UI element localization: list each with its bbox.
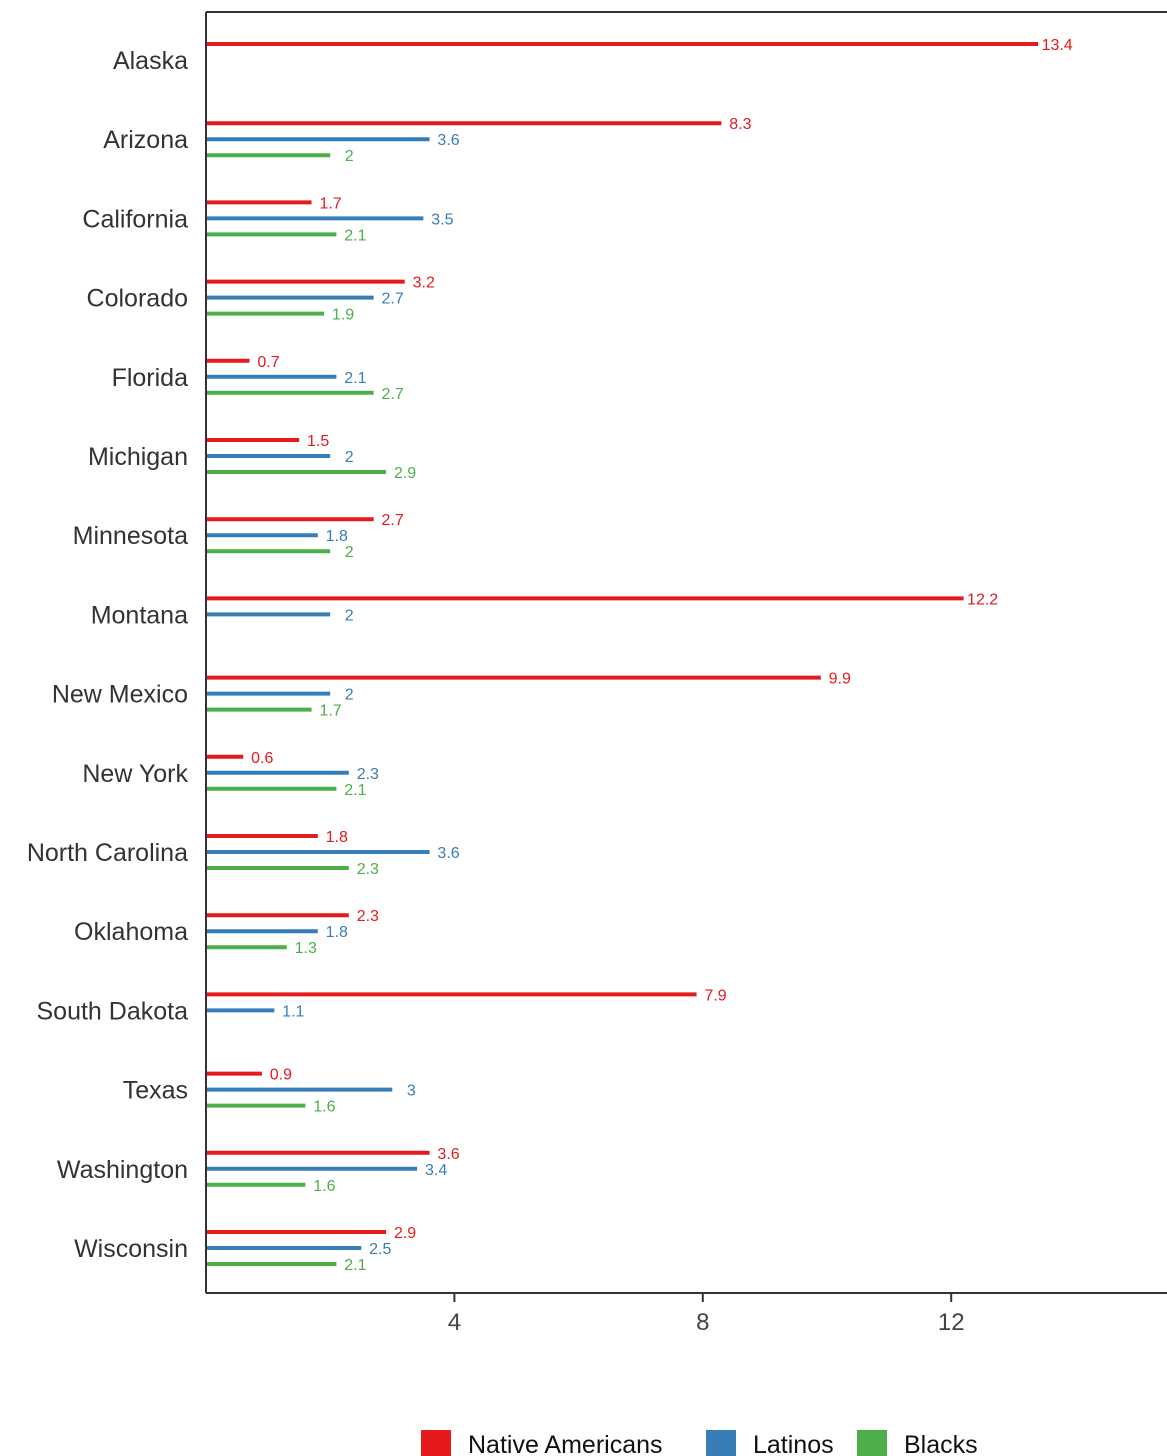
- legend-swatch-latinos: [706, 1430, 736, 1456]
- category-label-oklahoma: Oklahoma: [74, 918, 188, 946]
- category-label-washington: Washington: [57, 1156, 188, 1184]
- value-label-latinos-north-carolina: 3.6: [437, 845, 459, 862]
- category-label-florida: Florida: [112, 364, 189, 392]
- category-label-minnesota: Minnesota: [73, 522, 188, 550]
- value-label-native-americans-montana: 12.2: [967, 591, 998, 608]
- value-label-latinos-wisconsin: 2.5: [369, 1241, 391, 1258]
- value-label-native-americans-minnesota: 2.7: [382, 512, 404, 529]
- value-label-native-americans-alaska: 13.4: [1042, 37, 1073, 54]
- value-label-native-americans-south-dakota: 7.9: [704, 987, 726, 1004]
- value-label-latinos-michigan: 2: [345, 449, 354, 466]
- category-label-wisconsin: Wisconsin: [74, 1235, 188, 1263]
- x-axis-ticks: 4 8 12: [448, 1293, 965, 1336]
- value-label-native-americans-colorado: 3.2: [413, 275, 435, 292]
- value-label-latinos-washington: 3.4: [425, 1162, 447, 1179]
- category-label-new-mexico: New Mexico: [52, 681, 188, 709]
- value-label-blacks-texas: 1.6: [313, 1099, 335, 1116]
- value-label-native-americans-texas: 0.9: [270, 1067, 292, 1084]
- value-label-native-americans-arizona: 8.3: [729, 116, 751, 133]
- legend-swatch-native-americans: [421, 1430, 451, 1456]
- category-label-arizona: Arizona: [103, 126, 188, 154]
- value-label-blacks-florida: 2.7: [382, 386, 404, 403]
- value-label-latinos-florida: 2.1: [344, 370, 366, 387]
- category-label-alaska: Alaska: [113, 47, 188, 75]
- value-label-native-americans-new-york: 0.6: [251, 750, 273, 767]
- value-label-blacks-michigan: 2.9: [394, 465, 416, 482]
- value-label-blacks-colorado: 1.9: [332, 307, 354, 324]
- category-label-montana: Montana: [91, 601, 188, 629]
- value-label-latinos-california: 3.5: [431, 211, 453, 228]
- category-labels: Alaska Arizona California Colorado Florida Mi…: [27, 47, 189, 1263]
- value-label-native-americans-washington: 3.6: [437, 1146, 459, 1163]
- value-label-native-americans-wisconsin: 2.9: [394, 1225, 416, 1242]
- value-label-native-americans-oklahoma: 2.3: [357, 908, 379, 925]
- category-label-colorado: Colorado: [87, 285, 188, 313]
- value-label-latinos-colorado: 2.7: [382, 291, 404, 308]
- category-label-new-york: New York: [82, 760, 188, 788]
- category-label-michigan: Michigan: [88, 443, 188, 471]
- value-label-native-americans-florida: 0.7: [257, 354, 279, 371]
- value-label-blacks-washington: 1.6: [313, 1178, 335, 1195]
- category-label-south-dakota: South Dakota: [37, 997, 189, 1025]
- value-label-latinos-minnesota: 1.8: [326, 528, 348, 545]
- value-label-blacks-new-mexico: 1.7: [319, 703, 341, 720]
- value-label-native-americans-michigan: 1.5: [307, 433, 329, 450]
- legend-label-blacks: Blacks: [904, 1431, 978, 1456]
- value-label-native-americans-north-carolina: 1.8: [326, 829, 348, 846]
- legend-swatch-blacks: [857, 1430, 887, 1456]
- value-label-native-americans-california: 1.7: [319, 195, 341, 212]
- value-label-blacks-new-york: 2.1: [344, 782, 366, 799]
- value-label-latinos-oklahoma: 1.8: [326, 924, 348, 941]
- legend-label-latinos: Latinos: [753, 1431, 834, 1456]
- legend-label-native-americans: Native Americans: [468, 1431, 663, 1456]
- category-label-california: California: [82, 205, 188, 233]
- chart-marks: 13.4 8.3 1.7 3.2 0.7 1.5 2.7 12.2 9.9 0.6 1.8 2.3 7.…: [206, 37, 1073, 1274]
- value-label-latinos-arizona: 3.6: [437, 132, 459, 149]
- value-label-blacks-oklahoma: 1.3: [295, 940, 317, 957]
- chart-axes: [205, 11, 1167, 1294]
- value-label-latinos-new-york: 2.3: [357, 766, 379, 783]
- value-label-latinos-texas: 3: [407, 1083, 416, 1100]
- legend: Native Americans Latinos Blacks: [421, 1430, 978, 1456]
- x-tick-label-8: 8: [696, 1309, 709, 1336]
- category-label-north-carolina: North Carolina: [27, 839, 188, 867]
- value-label-blacks-wisconsin: 2.1: [344, 1257, 366, 1274]
- x-tick-label-4: 4: [448, 1309, 461, 1336]
- value-label-blacks-california: 2.1: [344, 227, 366, 244]
- value-label-native-americans-new-mexico: 9.9: [829, 671, 851, 688]
- value-label-blacks-arizona: 2: [345, 148, 354, 165]
- value-label-blacks-north-carolina: 2.3: [357, 861, 379, 878]
- category-label-texas: Texas: [123, 1077, 188, 1105]
- value-label-blacks-minnesota: 2: [345, 544, 354, 561]
- value-label-latinos-new-mexico: 2: [345, 687, 354, 704]
- x-tick-label-12: 12: [938, 1309, 965, 1336]
- value-label-latinos-montana: 2: [345, 607, 354, 624]
- value-label-latinos-south-dakota: 1.1: [282, 1003, 304, 1020]
